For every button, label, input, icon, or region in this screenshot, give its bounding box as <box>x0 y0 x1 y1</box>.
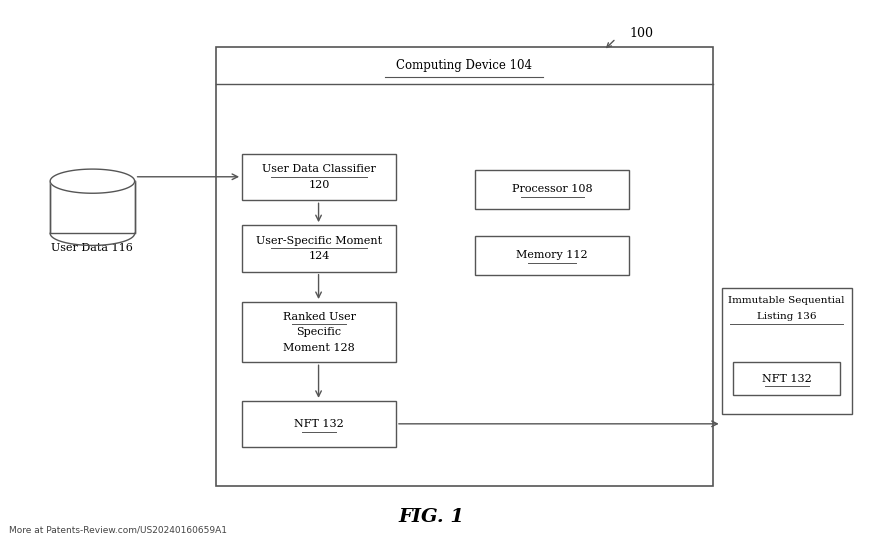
Text: Moment 128: Moment 128 <box>283 343 355 352</box>
Bar <box>242 225 396 272</box>
Text: 124: 124 <box>308 251 330 261</box>
Text: User Data Classifier: User Data Classifier <box>262 164 376 175</box>
Text: Computing Device 104: Computing Device 104 <box>396 59 532 72</box>
Polygon shape <box>50 169 135 193</box>
Bar <box>216 47 713 486</box>
Bar <box>475 236 629 274</box>
Text: NFT 132: NFT 132 <box>762 374 811 384</box>
Bar <box>50 181 135 233</box>
Text: User-Specific Moment: User-Specific Moment <box>256 236 382 246</box>
Text: More at Patents-Review.com/US20240160659A1: More at Patents-Review.com/US20240160659… <box>9 525 227 534</box>
Bar <box>242 401 396 447</box>
Text: User Data 116: User Data 116 <box>51 243 134 253</box>
Text: Processor 108: Processor 108 <box>512 184 592 194</box>
Text: 120: 120 <box>308 180 330 190</box>
Bar <box>242 302 396 362</box>
Text: Listing 136: Listing 136 <box>757 312 817 321</box>
Text: Specific: Specific <box>297 327 341 337</box>
Text: FIG. 1: FIG. 1 <box>398 508 465 526</box>
Bar <box>242 154 396 200</box>
Bar <box>722 288 852 414</box>
Bar <box>475 170 629 209</box>
Text: Ranked User: Ranked User <box>282 312 356 322</box>
Text: NFT 132: NFT 132 <box>294 419 344 429</box>
Text: Memory 112: Memory 112 <box>517 250 588 260</box>
Text: 100: 100 <box>629 27 653 41</box>
Bar <box>733 362 840 395</box>
Text: Immutable Sequential: Immutable Sequential <box>729 296 845 305</box>
